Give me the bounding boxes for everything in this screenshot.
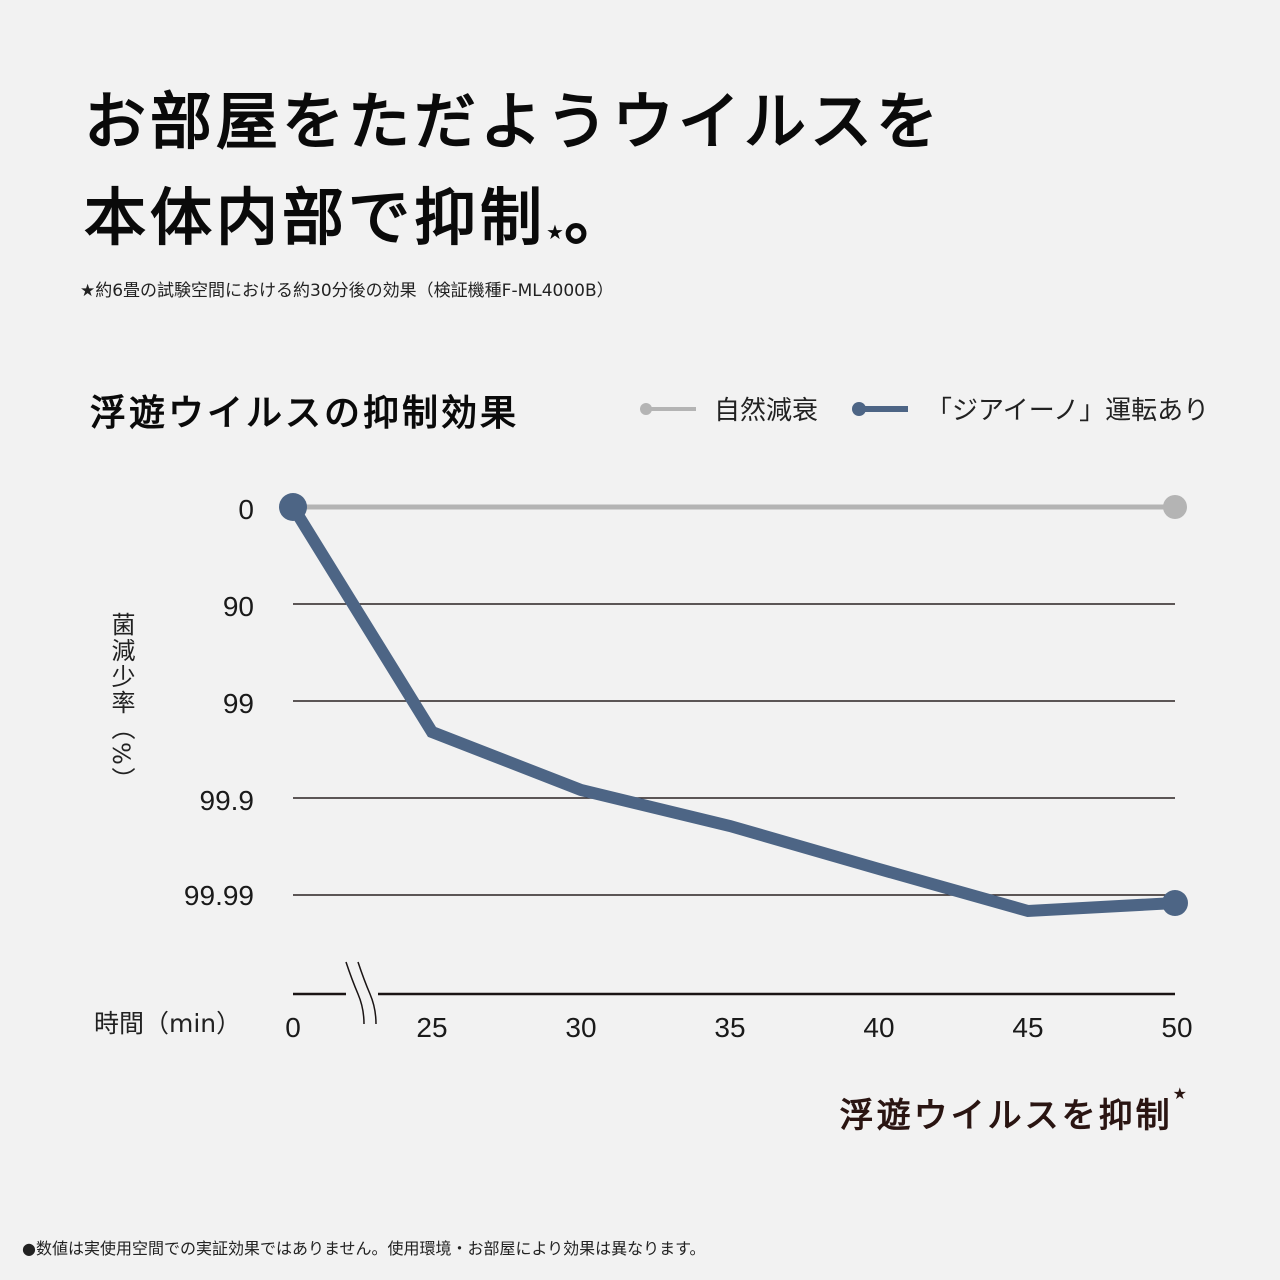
gridlines — [293, 603, 1175, 896]
y-tick: 99.9 — [200, 785, 255, 816]
legend-gray-line-icon — [640, 402, 696, 416]
x-tick: 50 — [1161, 1012, 1192, 1043]
y-tick: 99.99 — [184, 880, 254, 911]
x-tick: 45 — [1012, 1012, 1043, 1043]
star-mark-icon: ★ — [1172, 1084, 1190, 1103]
legend-blue-line-icon — [852, 401, 909, 416]
x-tick: 25 — [416, 1012, 447, 1043]
y-tick: 0 — [238, 494, 254, 525]
y-tick-labels: 0 90 99 99.9 99.99 — [184, 494, 254, 911]
headline-line-2: 本体内部で抑制★。 — [84, 170, 942, 266]
legend-label-natural-decay: 自然減衰 — [714, 396, 819, 426]
headline-line-1: お部屋をただようウイルスを — [84, 85, 943, 158]
axis-break-icon — [345, 961, 378, 1025]
x-tick: 0 — [285, 1012, 301, 1043]
headline: お部屋をただようウイルスを 本体内部で抑制★。 — [84, 74, 942, 266]
chart-title: 浮遊ウイルスの抑制効果 — [90, 393, 520, 434]
series-natural-decay — [293, 495, 1187, 519]
y-axis-label: 菌減少率（%） — [107, 612, 135, 793]
headline-period: 。 — [563, 181, 630, 254]
x-axis-label: 時間（min） — [94, 1009, 242, 1038]
chart-callout: 浮遊ウイルスを抑制★ — [839, 1084, 1190, 1137]
y-tick: 90 — [223, 591, 254, 622]
headline-line-2-text: 本体内部で抑制 — [84, 181, 547, 254]
legend-item-ziaino: 「ジアイーノ」運転あり — [852, 390, 1209, 427]
x-tick: 35 — [714, 1012, 745, 1043]
legend-label-ziaino: 「ジアイーノ」運転あり — [926, 396, 1210, 426]
y-tick: 99 — [223, 688, 254, 719]
disclaimer: ●数値は実使用空間での実証効果ではありません。使用環境・お部屋により効果は異なり… — [22, 1239, 706, 1258]
chart-legend: 自然減衰 「ジアイーノ」運転あり — [640, 390, 1243, 427]
x-tick: 40 — [863, 1012, 894, 1043]
x-tick-labels: 0 25 30 35 40 45 50 — [285, 1012, 1192, 1043]
star-mark-icon: ★ — [546, 220, 564, 244]
test-conditions-note: ★約6畳の試験空間における約30分後の効果（検証機種F-ML4000B） — [80, 281, 614, 301]
series-ziaino — [279, 493, 1188, 918]
callout-text: 浮遊ウイルスを抑制 — [839, 1096, 1173, 1136]
x-tick: 30 — [565, 1012, 596, 1043]
legend-item-natural-decay: 自然減衰 — [640, 390, 818, 427]
